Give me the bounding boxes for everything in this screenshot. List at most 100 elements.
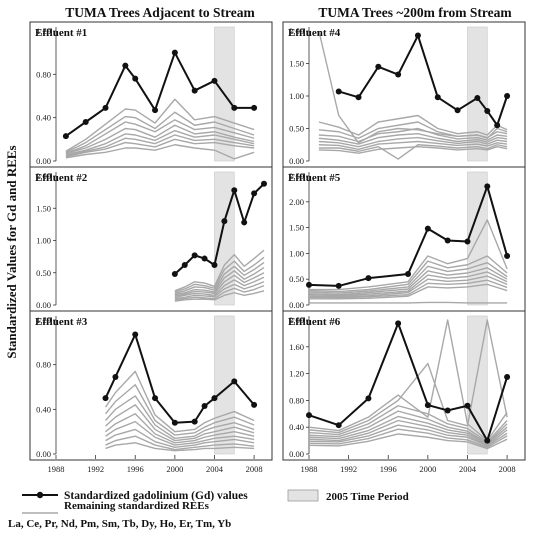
gd-point [102, 104, 109, 111]
gd-point [132, 75, 139, 82]
ree-series-line [104, 384, 255, 436]
gd-point [424, 225, 431, 232]
gd-point [251, 190, 258, 197]
y-tick-label: 0.00 [36, 300, 51, 310]
legend: Standardized gadolinium (Gd) values Rema… [8, 489, 409, 530]
gd-point [355, 94, 362, 101]
ree-series-line [308, 428, 508, 448]
gd-point [335, 88, 342, 95]
gd-point [171, 49, 178, 56]
gd-point [454, 107, 461, 114]
ree-series-line [174, 249, 265, 292]
y-tick-label: 0.00 [289, 156, 304, 166]
gd-point [102, 395, 109, 402]
gd-point [464, 402, 471, 409]
gd-point [231, 378, 238, 385]
panel-title: Effluent #5 [288, 172, 341, 184]
ree-series-line [65, 144, 255, 160]
gd-point [241, 219, 248, 226]
legend-gd-label: Standardized gadolinium (Gd) values [64, 490, 248, 502]
legend-ree-label: Remaining standardized REEs [64, 500, 210, 512]
gd-point [112, 373, 119, 380]
ree-series-line [174, 276, 265, 298]
period-band [214, 315, 235, 455]
ree-series-line [105, 420, 255, 446]
gd-series-line [174, 183, 265, 275]
ree-series-line [104, 370, 255, 433]
ree-series-line [318, 144, 508, 160]
ree-series-line [65, 129, 255, 156]
ree-series-line [318, 121, 508, 139]
gd-point [365, 395, 372, 402]
panel-title: Effluent #2 [35, 172, 88, 184]
y-tick-label: 2.00 [289, 197, 304, 207]
gd-point [306, 412, 312, 419]
ree-series-line [174, 290, 265, 302]
gd-point [191, 418, 198, 425]
ree-series-line [308, 267, 508, 296]
gd-point [424, 402, 431, 409]
panel-title: Effluent #1 [35, 27, 87, 39]
y-tick-label: 1.20 [36, 315, 51, 325]
ree-series-line [105, 435, 255, 451]
gd-point [414, 32, 421, 39]
gd-series-line [104, 333, 255, 424]
ree-series-line [318, 136, 508, 148]
y-tick-label: 2.00 [289, 315, 304, 325]
ree-series-line [174, 261, 265, 295]
gd-point [395, 71, 402, 78]
ree-series-line [309, 219, 508, 291]
y-tick-label: 0.80 [289, 395, 304, 405]
ree-series-line [308, 271, 508, 297]
gd-point [171, 419, 178, 426]
ree-series-line [65, 138, 255, 158]
panel-title: Effluent #4 [288, 27, 341, 39]
panel-title: Effluent #6 [288, 316, 341, 328]
gd-point [375, 63, 382, 70]
ree-series-line [174, 272, 265, 297]
ree-series-line [318, 145, 508, 154]
gd-point [395, 320, 402, 327]
ree-series-line [105, 413, 255, 444]
x-tick-label: 2008 [246, 464, 263, 474]
gd-point [474, 94, 481, 101]
x-tick-label: 2000 [166, 464, 183, 474]
gd-point [211, 395, 218, 402]
ree-series-line [318, 132, 508, 145]
ree-series-line [308, 424, 508, 447]
legend-ree-elements: La, Ce, Pr, Nd, Pm, Sm, Tb, Dy, Ho, Er, … [8, 518, 231, 530]
x-tick-label: 2004 [459, 464, 477, 474]
gd-point [191, 252, 198, 259]
gd-point [231, 187, 238, 194]
y-tick-label: 1.50 [36, 203, 51, 213]
gd-point [335, 282, 342, 289]
x-tick-label: 1996 [380, 464, 397, 474]
ree-series-line [65, 124, 255, 155]
y-tick-label: 0.80 [36, 360, 51, 370]
ree-series-line [309, 283, 508, 300]
ree-series-line [308, 319, 508, 442]
y-tick-label: 0.50 [289, 124, 304, 134]
gd-point [464, 238, 471, 245]
gd-point [484, 183, 491, 190]
ree-series-line [174, 284, 265, 301]
gd-point [444, 237, 451, 244]
gd-point [484, 107, 491, 114]
y-tick-label: 1.00 [289, 91, 304, 101]
ree-series-line [105, 442, 255, 452]
y-tick-label: 0.00 [36, 449, 51, 459]
ree-series-line [308, 255, 508, 293]
ree-series-line [309, 301, 508, 304]
y-tick-label: 0.00 [36, 156, 51, 166]
gd-point [261, 180, 267, 187]
y-tick-label: 0.00 [289, 300, 304, 310]
gd-point [132, 331, 139, 338]
ree-series-line [308, 433, 508, 450]
gd-point [122, 62, 129, 69]
y-tick-label: 2.00 [36, 171, 51, 181]
